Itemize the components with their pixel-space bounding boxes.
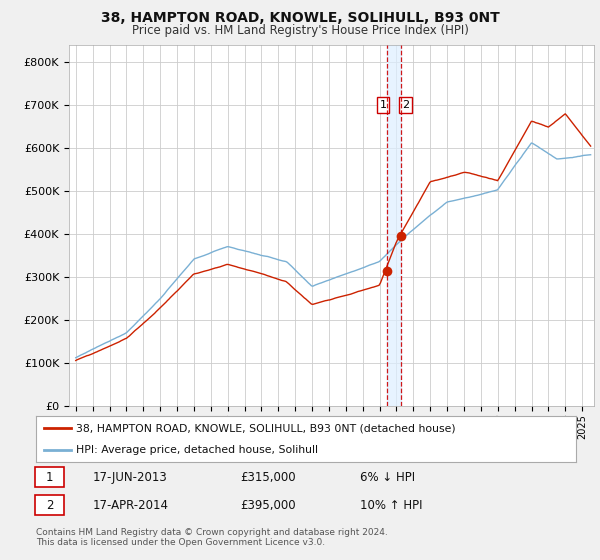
Text: HPI: Average price, detached house, Solihull: HPI: Average price, detached house, Soli… [77, 445, 319, 455]
Text: 2: 2 [402, 100, 409, 110]
Bar [388, 45, 401, 406]
Text: 17-JUN-2013: 17-JUN-2013 [93, 470, 168, 484]
Text: £315,000: £315,000 [240, 470, 296, 484]
Text: 17-APR-2014: 17-APR-2014 [93, 498, 169, 512]
Text: £395,000: £395,000 [240, 498, 296, 512]
Text: 10% ↑ HPI: 10% ↑ HPI [360, 498, 422, 512]
Text: 38, HAMPTON ROAD, KNOWLE, SOLIHULL, B93 0NT: 38, HAMPTON ROAD, KNOWLE, SOLIHULL, B93 … [101, 11, 499, 25]
Text: 2: 2 [46, 498, 53, 512]
Text: 1: 1 [46, 470, 53, 484]
Text: 6% ↓ HPI: 6% ↓ HPI [360, 470, 415, 484]
Text: Price paid vs. HM Land Registry's House Price Index (HPI): Price paid vs. HM Land Registry's House … [131, 24, 469, 37]
Text: 1: 1 [380, 100, 386, 110]
Text: 38, HAMPTON ROAD, KNOWLE, SOLIHULL, B93 0NT (detached house): 38, HAMPTON ROAD, KNOWLE, SOLIHULL, B93 … [77, 423, 456, 433]
Text: Contains HM Land Registry data © Crown copyright and database right 2024.
This d: Contains HM Land Registry data © Crown c… [36, 528, 388, 547]
